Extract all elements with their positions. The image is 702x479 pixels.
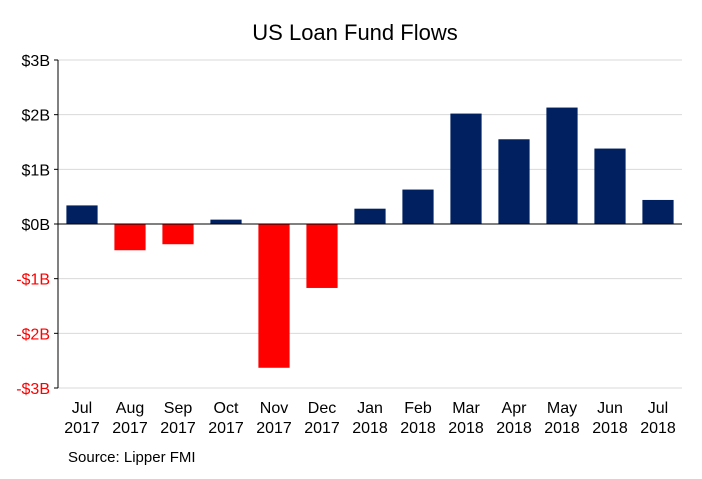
bar: [114, 224, 146, 251]
bar: [498, 139, 530, 224]
bar: [306, 224, 338, 288]
bar: [594, 148, 626, 224]
x-tick-label: Apr 2018: [496, 400, 532, 437]
x-tick-label: Jun 2018: [592, 400, 628, 437]
bar: [450, 113, 482, 224]
bar: [546, 107, 578, 224]
y-tick-label: $3B: [22, 53, 50, 70]
x-tick-label: Jul 2018: [640, 400, 676, 437]
x-tick-label: Nov 2017: [256, 400, 292, 437]
y-tick-label: -$1B: [16, 272, 50, 289]
y-tick-label: $0B: [22, 217, 50, 234]
x-tick-label: Feb 2018: [400, 400, 436, 437]
chart-title: US Loan Fund Flows: [252, 20, 457, 45]
x-tick-label: Aug 2017: [112, 400, 148, 437]
x-tick-label: Jan 2018: [352, 400, 388, 437]
bar: [402, 189, 434, 224]
bar: [354, 208, 386, 224]
x-tick-label: Dec 2017: [304, 400, 340, 437]
x-tick-label: Jul 2017: [64, 400, 100, 437]
y-tick-label: $1B: [22, 162, 50, 179]
y-axis-ticks: $3B $2B $1B $0B -$1B -$2B -$3B: [16, 53, 50, 398]
bar: [66, 205, 98, 224]
x-tick-label: Sep 2017: [160, 400, 196, 437]
x-tick-label: Oct 2017: [208, 400, 244, 437]
x-tick-label: May 2018: [544, 400, 580, 437]
bar: [210, 219, 242, 224]
axes: [54, 59, 682, 389]
bar: [642, 199, 674, 224]
x-axis-ticks: Jul 2017 Aug 2017 Sep 2017 Oct 2017 Nov 2017 Dec 20…: [64, 400, 676, 437]
x-tick-label: Mar 2018: [448, 400, 484, 437]
bars: [66, 107, 674, 368]
bar: [162, 224, 194, 245]
y-tick-label: -$3B: [16, 381, 50, 398]
y-tick-label: $2B: [22, 108, 50, 125]
grid: [58, 59, 682, 389]
source-note: Source: Lipper FMI: [68, 449, 196, 466]
y-tick-label: -$2B: [16, 326, 50, 343]
bar: [258, 224, 290, 368]
